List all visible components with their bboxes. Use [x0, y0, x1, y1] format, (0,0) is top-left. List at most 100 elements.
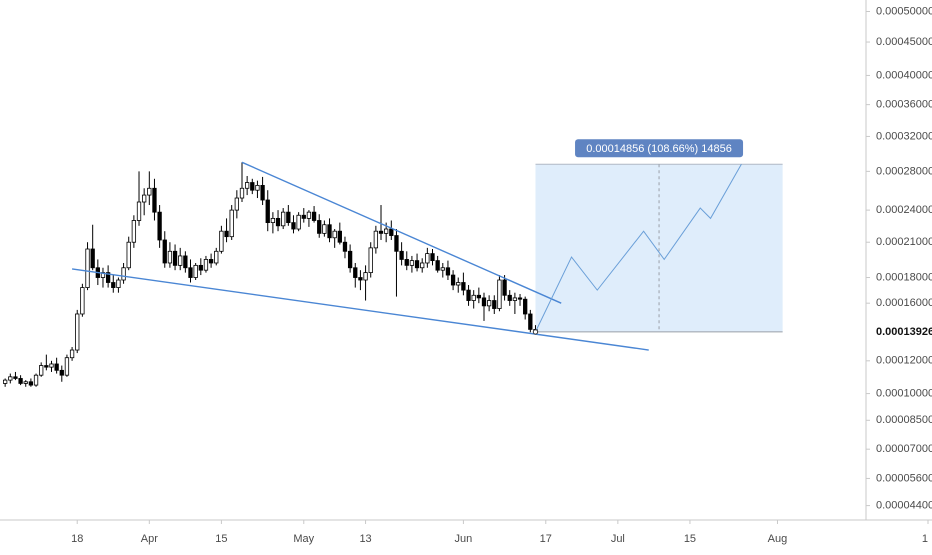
candle-body: [13, 376, 18, 379]
candle-body: [471, 294, 476, 301]
candle-body: [234, 197, 239, 211]
candle-body: [342, 241, 348, 252]
x-tick-label: 15: [684, 533, 696, 545]
candle-body: [188, 267, 193, 278]
y-tick-label: 0.00050000: [876, 5, 932, 17]
candle-body: [512, 297, 518, 301]
candle-body: [260, 185, 265, 201]
y-tick-label: 0.00040000: [876, 69, 932, 81]
y-tick-label: 0.00004400: [876, 500, 932, 512]
candle-body: [203, 259, 209, 271]
candle-body: [363, 272, 368, 281]
candle-body: [265, 199, 270, 224]
candle-body: [178, 255, 183, 266]
candle-body: [425, 253, 430, 264]
candle-body: [456, 282, 461, 286]
candle-body: [23, 381, 28, 384]
candle-body: [116, 279, 121, 288]
candle-body: [39, 365, 44, 376]
candle-body: [404, 259, 409, 266]
projection-label-bg: [575, 139, 744, 158]
candle-body: [414, 260, 420, 269]
candle-body: [167, 250, 173, 264]
x-tick-label: 18: [71, 533, 83, 545]
candle-body: [358, 277, 363, 281]
candle-body: [466, 289, 471, 301]
candle-body: [296, 214, 301, 230]
candle-body: [121, 267, 126, 281]
x-tick-label: May: [293, 533, 314, 545]
candle-body: [270, 217, 276, 224]
candle-body: [33, 374, 39, 386]
projection-label: 0.00014856 (108.66%) 14856: [586, 143, 732, 155]
candle-body: [131, 220, 137, 243]
candle-body: [198, 264, 203, 271]
candle-body: [219, 230, 224, 252]
candle-body: [142, 194, 147, 203]
trendline: [241, 161, 562, 304]
y-tick-label: 0.00028000: [876, 165, 932, 177]
candle-body: [528, 313, 533, 330]
y-tick-label: 0.00032000: [876, 130, 932, 142]
x-tick-label: Jul: [611, 533, 625, 545]
candle-body: [301, 214, 306, 219]
candle-body: [239, 187, 245, 199]
candle-body: [75, 313, 80, 351]
candle-body: [517, 297, 523, 300]
candle-body: [275, 217, 281, 227]
candle-body: [229, 209, 234, 238]
candle-body: [492, 300, 497, 309]
candle-body: [378, 230, 384, 234]
candle-body: [373, 230, 379, 249]
candle-body: [476, 294, 481, 299]
y-tick-label: 0.00005600: [876, 472, 932, 484]
candle-body: [507, 294, 512, 301]
candle-body: [389, 228, 394, 236]
candle-body: [111, 282, 116, 288]
candle-body: [90, 248, 95, 269]
candle-body: [306, 211, 312, 219]
candle-body: [399, 250, 404, 260]
y-tick-label: 0.00024000: [876, 204, 932, 216]
y-tick-label: 0.00021000: [876, 236, 932, 248]
x-tick-label: 17: [540, 533, 552, 545]
candle-body: [183, 255, 188, 269]
candle-body: [440, 267, 445, 271]
candle-body: [337, 230, 342, 243]
candle-body: [172, 250, 178, 266]
candle-body: [435, 260, 440, 271]
candle-body: [214, 250, 219, 264]
candle-body: [409, 260, 415, 266]
candle-body: [445, 267, 451, 276]
candle-body: [317, 220, 322, 234]
trendline: [71, 268, 649, 351]
candle-body: [347, 250, 353, 269]
candle-body: [332, 230, 337, 239]
candle-body: [291, 222, 296, 230]
candle-body: [250, 182, 255, 191]
y-tick-label: 0.00016000: [876, 297, 932, 309]
candle-body: [486, 300, 492, 307]
candle-body: [136, 201, 142, 221]
y-tick-label: 0.00007000: [876, 443, 932, 455]
projected-path: [535, 163, 742, 333]
candle-body: [80, 287, 85, 315]
x-tick-label: 1: [922, 533, 928, 545]
candle-body: [105, 272, 111, 283]
y-tick-label: 0.00012000: [876, 355, 932, 367]
y-tick-label: 0.00008500: [876, 414, 932, 426]
y-tick-label: 0.00010000: [876, 387, 932, 399]
candle-body: [69, 349, 75, 359]
candle-body: [502, 279, 507, 296]
candle-body: [208, 259, 214, 264]
candle-body: [147, 187, 152, 196]
candle-body: [64, 357, 70, 376]
candle-body: [28, 381, 34, 386]
candle-body: [59, 369, 64, 376]
candle-body: [224, 230, 229, 238]
candle-body: [244, 182, 250, 189]
candle-body: [152, 187, 157, 213]
